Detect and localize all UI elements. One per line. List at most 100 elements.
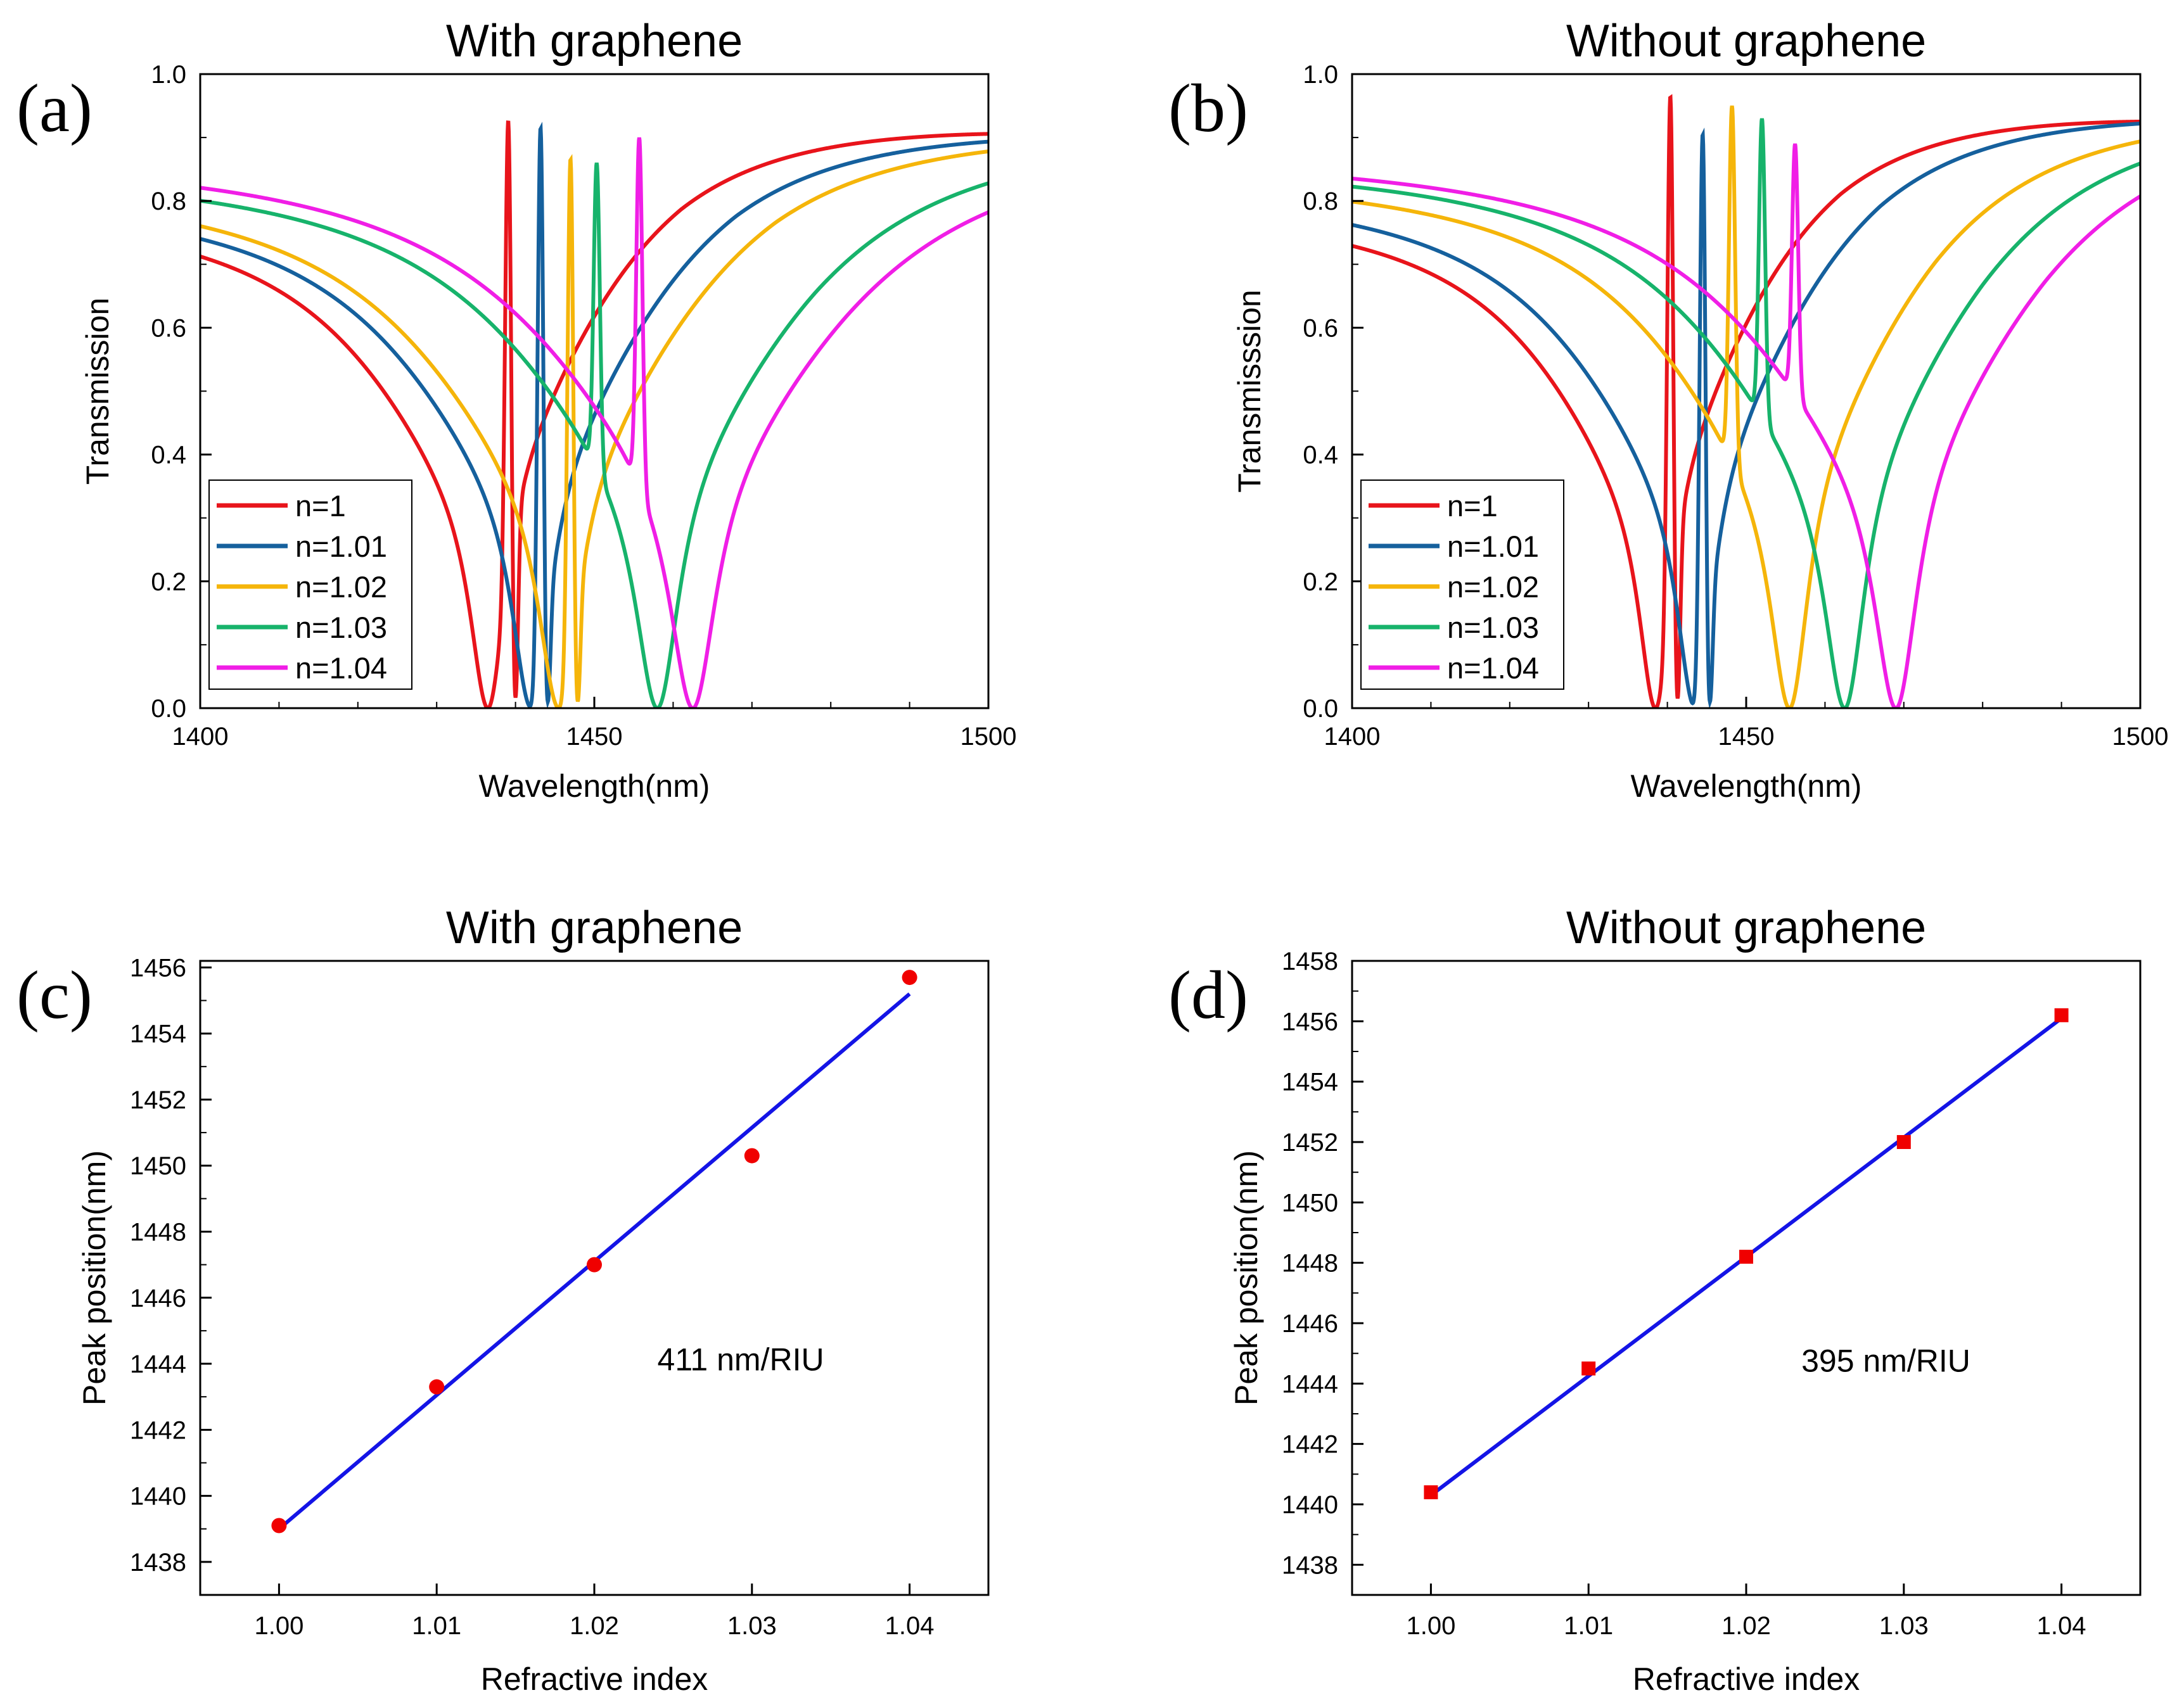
legend-entry: n=1.03 (1447, 611, 1539, 644)
x-tick-label: 1.04 (885, 1612, 935, 1640)
chart-title: Without graphene (1566, 16, 1926, 67)
x-axis-label: Wavelength(nm) (479, 768, 710, 804)
x-tick-label: 1.02 (1721, 1612, 1771, 1640)
x-tick-label: 1.00 (1406, 1612, 1455, 1640)
panel-b: 1400 1450 1500 0.0 0.2 0.4 0.6 0.8 1.0 Without gr… (1168, 16, 2168, 804)
y-tick-label: 1440 (130, 1483, 186, 1511)
series-line-n-1 (1352, 94, 2140, 708)
slope-annotation: 411 nm/RIU (658, 1342, 824, 1377)
series-line-n-1-02 (200, 149, 988, 708)
series-line-n-1-03 (1352, 118, 2140, 708)
chart-title: With graphene (446, 903, 743, 953)
series-line-n-1-04 (200, 137, 988, 708)
data-point (587, 1257, 602, 1273)
y-tick-label: 0.2 (151, 568, 186, 596)
panel-label: (c) (16, 958, 93, 1033)
legend-entry: n=1 (295, 489, 346, 523)
legend-entry: n=1 (1447, 489, 1498, 523)
panel-d: 1.00 1.01 1.02 1.03 1.04 1438 1440 1442 1444 1446… (1168, 903, 2142, 1695)
y-tick-label: 0.6 (151, 314, 186, 342)
x-tick-label: 1400 (1324, 723, 1381, 751)
slope-annotation: 395 nm/RIU (1801, 1343, 1970, 1378)
y-tick-label: 1440 (1282, 1491, 1338, 1519)
y-tick-label: 1438 (130, 1549, 186, 1577)
y-tick-label: 1446 (130, 1285, 186, 1312)
x-axis-label: Refractive index (481, 1661, 708, 1695)
y-tick-label: 1458 (1282, 948, 1338, 975)
x-tick-label: 1450 (1718, 723, 1775, 751)
panel-a: 1400 1450 1500 0.0 0.2 0.4 0.6 0.8 1.0 With graph… (16, 16, 1016, 804)
y-tick-label: 1452 (1282, 1129, 1338, 1157)
y-tick-label: 1438 (1282, 1551, 1338, 1579)
legend-entry: n=1.02 (295, 570, 387, 604)
legend-entry: n=1.04 (1447, 651, 1539, 685)
data-point (902, 970, 917, 986)
panel-label: (d) (1168, 958, 1248, 1033)
panel-label: (a) (16, 71, 93, 146)
x-tick-label: 1500 (961, 723, 1017, 751)
y-tick-label: 1442 (130, 1416, 186, 1444)
y-tick-label: 1454 (130, 1020, 186, 1048)
y-tick-label: 1452 (130, 1086, 186, 1114)
x-tick-label: 1.03 (1879, 1612, 1929, 1640)
x-tick-label: 1.01 (412, 1612, 461, 1640)
y-tick-label: 1444 (130, 1350, 186, 1378)
data-point (429, 1379, 445, 1395)
x-tick-label: 1.01 (1564, 1612, 1613, 1640)
x-tick-label: 1.03 (727, 1612, 777, 1640)
panel-label: (b) (1168, 71, 1248, 146)
series-line-n-1-04 (1352, 143, 2140, 708)
y-tick-label: 1450 (130, 1152, 186, 1180)
x-tick-label: 1.00 (254, 1612, 303, 1640)
legend-entry: n=1.03 (295, 611, 387, 644)
legend-entry: n=1.01 (1447, 530, 1539, 563)
y-axis-label: Peak position(nm) (77, 1150, 112, 1406)
y-tick-label: 1.0 (151, 61, 186, 89)
y-tick-label: 0.0 (151, 695, 186, 723)
y-tick-label: 1442 (1282, 1431, 1338, 1459)
y-tick-label: 1454 (1282, 1069, 1338, 1096)
y-tick-label: 1444 (1282, 1370, 1338, 1398)
chart-title: Without graphene (1566, 903, 1926, 953)
x-tick-label: 1.04 (2037, 1612, 2086, 1640)
y-tick-label: 1448 (130, 1219, 186, 1247)
plot-frame (199, 960, 990, 1596)
y-tick-label: 1450 (1282, 1189, 1338, 1217)
series-line-n-1-01 (200, 122, 988, 708)
data-point (271, 1518, 287, 1533)
y-tick-label: 0.8 (151, 187, 186, 215)
y-tick-label: 0.2 (1303, 568, 1338, 596)
legend: n=1 n=1.01 n=1.02 n=1.03 n=1.04 (208, 479, 412, 690)
series-line-n-1-01 (1352, 122, 2140, 708)
y-tick-label: 0.4 (151, 441, 186, 469)
y-tick-label: 0.0 (1303, 695, 1338, 723)
y-axis-label: Transmisssion (1232, 289, 1267, 492)
y-axis-label: Transmission (80, 298, 115, 485)
legend-entry: n=1.01 (295, 530, 387, 563)
data-point (744, 1148, 760, 1164)
x-tick-label: 1500 (2112, 723, 2169, 751)
y-tick-label: 1.0 (1303, 61, 1338, 89)
data-point (1581, 1361, 1596, 1376)
data-point (1896, 1135, 1911, 1149)
legend: n=1 n=1.01 n=1.02 n=1.03 n=1.04 (1360, 479, 1564, 690)
data-point (1739, 1250, 1753, 1264)
plot-frame (1351, 960, 2142, 1596)
x-tick-label: 1400 (172, 723, 229, 751)
y-tick-label: 1456 (1282, 1008, 1338, 1036)
legend-entry: n=1.02 (1447, 570, 1539, 604)
series-line-n-1-02 (1352, 105, 2140, 708)
x-axis-label: Wavelength(nm) (1631, 768, 1862, 804)
x-tick-label: 1.02 (570, 1612, 619, 1640)
x-axis-label: Refractive index (1633, 1661, 1860, 1695)
y-tick-label: 1456 (130, 954, 186, 982)
y-tick-label: 0.4 (1303, 441, 1338, 469)
y-tick-label: 1446 (1282, 1310, 1338, 1338)
x-tick-label: 1450 (566, 723, 623, 751)
y-tick-label: 0.8 (1303, 187, 1338, 215)
panel-c: 1.00 1.01 1.02 1.03 1.04 1438 1440 1442 1444 1446… (16, 903, 990, 1695)
chart-title: With graphene (446, 16, 743, 67)
data-point (2054, 1008, 2069, 1022)
data-point (1424, 1485, 1438, 1499)
